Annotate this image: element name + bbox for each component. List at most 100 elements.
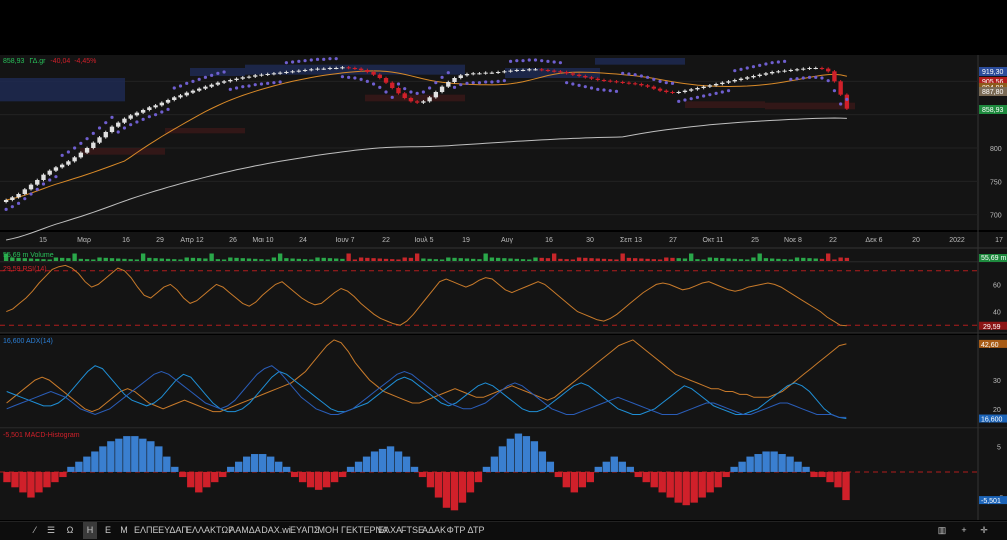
toolbar-symbol-button[interactable]: ΕΛΧΑ bbox=[378, 525, 403, 535]
toolbar-symbol-button[interactable]: Ω bbox=[66, 525, 74, 535]
macd-bar bbox=[322, 471, 331, 488]
macd-bar bbox=[490, 456, 499, 472]
time-axis-label: 19 bbox=[462, 237, 470, 244]
macd-bar bbox=[298, 471, 307, 483]
macd-bar bbox=[746, 456, 754, 472]
volume-bar bbox=[632, 258, 638, 261]
macd-bar bbox=[682, 471, 690, 506]
toolbar-symbol-button[interactable]: ΛΑΜΔΑ bbox=[229, 525, 261, 535]
psar-dot bbox=[770, 61, 774, 65]
toolbar-symbol-button[interactable]: Μ bbox=[120, 525, 128, 535]
bottom-toolbar: ⁄ ☰ Ω Η Ε Μ ΕΛΠΕ ΕΥΔΑΠ ΕΛΛΑΚΤΩΡ ΛΑΜΔΑ DAX.wi ΕΥΑΠΣ Μ… bbox=[0, 521, 1007, 540]
psar-dot bbox=[160, 110, 164, 114]
macd-bar bbox=[802, 466, 810, 472]
volume-badge bbox=[979, 254, 1007, 262]
volume-bar bbox=[172, 259, 177, 261]
volume-bar bbox=[371, 258, 376, 261]
toolbar-symbol-button[interactable]: Ε bbox=[104, 525, 111, 535]
toolbar-symbol-button[interactable]: ΔΤΡ bbox=[467, 525, 485, 535]
psar-dot bbox=[832, 89, 837, 93]
toolbar-symbol-button[interactable]: ΜΟΗ bbox=[317, 525, 339, 535]
candle bbox=[47, 170, 52, 175]
toolbar-symbol-button[interactable]: DAX.wi bbox=[261, 525, 291, 535]
toolbar-symbol-button[interactable]: ΓΕΚΤΕΡΝΑ bbox=[341, 525, 388, 535]
candle bbox=[832, 71, 837, 82]
macd-bar bbox=[818, 471, 826, 478]
macd-bar bbox=[43, 471, 51, 488]
candle bbox=[66, 161, 71, 165]
candle bbox=[97, 137, 102, 143]
macd-bar bbox=[83, 456, 91, 472]
volume-bar bbox=[558, 258, 563, 261]
candle bbox=[352, 68, 358, 69]
candle bbox=[520, 70, 526, 71]
macd-bar bbox=[610, 456, 618, 472]
time-axis-label: 17 bbox=[995, 237, 1003, 244]
price-badge-label: 887,80 bbox=[982, 89, 1004, 96]
psar-dot bbox=[91, 131, 95, 135]
macd-bar bbox=[794, 461, 802, 472]
macd-bar bbox=[826, 471, 834, 483]
macd-bar bbox=[602, 461, 610, 472]
volume-bar bbox=[140, 253, 146, 261]
volume-bar bbox=[844, 257, 850, 261]
macd-bar bbox=[754, 454, 762, 472]
psar-dot bbox=[795, 77, 799, 81]
macd-tick-label: 5 bbox=[997, 444, 1001, 451]
volume-bar bbox=[514, 258, 519, 261]
psar-dot bbox=[471, 81, 475, 85]
candle bbox=[246, 76, 252, 78]
toolbar-symbol-button[interactable]: ΦΤΡ bbox=[446, 525, 466, 535]
toolbar-symbol-button[interactable]: ΕΥΑΠΣ bbox=[290, 525, 320, 535]
price-zone bbox=[685, 101, 765, 108]
psar-dot bbox=[60, 153, 64, 157]
candle bbox=[358, 68, 364, 70]
bar-chart-icon[interactable]: ▥ bbox=[937, 525, 947, 535]
psar-dot bbox=[415, 91, 419, 95]
psar-dot bbox=[290, 60, 295, 64]
toolbar-symbol-button[interactable]: FTSE bbox=[401, 525, 425, 535]
volume-bar bbox=[670, 257, 675, 261]
psar-dot bbox=[303, 59, 307, 63]
psar-dot bbox=[234, 86, 239, 90]
candle bbox=[464, 74, 470, 76]
candle bbox=[91, 142, 96, 148]
volume-bar bbox=[495, 257, 501, 261]
time-axis-label: Μαρ bbox=[77, 237, 91, 244]
volume-bar bbox=[41, 259, 46, 261]
candle bbox=[327, 68, 333, 69]
volume-bar bbox=[97, 257, 102, 261]
psar-dot bbox=[322, 57, 326, 61]
psar-dot bbox=[446, 71, 450, 75]
candle bbox=[296, 70, 302, 72]
volume-bar bbox=[78, 258, 84, 261]
menu-icon[interactable]: ☰ bbox=[46, 525, 56, 535]
pencil-icon[interactable]: ⁄ bbox=[34, 525, 36, 535]
candle bbox=[190, 90, 196, 93]
toolbar-symbol-button[interactable]: ΕΥΔΑΠ bbox=[158, 525, 188, 535]
volume-bar bbox=[327, 258, 333, 261]
macd-bar bbox=[251, 454, 259, 472]
toolbar-symbol-button[interactable]: ΕΛΛΑΚΤΩΡ bbox=[186, 525, 235, 535]
volume-bar bbox=[103, 257, 108, 261]
plus-icon[interactable]: + bbox=[961, 525, 967, 535]
macd-bar bbox=[274, 461, 283, 472]
panel-bg bbox=[0, 263, 1007, 333]
toolbar-symbol-button[interactable]: Η bbox=[83, 522, 97, 539]
candle bbox=[477, 73, 482, 75]
toolbar-symbol-button[interactable]: ΑΔΑΚ bbox=[422, 525, 447, 535]
macd-bar bbox=[107, 441, 115, 472]
candle bbox=[807, 68, 812, 69]
macd-bar bbox=[642, 471, 650, 483]
macd-bar bbox=[211, 471, 219, 483]
macd-bar bbox=[690, 471, 698, 503]
chart-canvas[interactable]: 800750700919,30905,56894,98887,80858,931… bbox=[0, 0, 1007, 521]
psar-dot bbox=[689, 97, 693, 101]
toolbar-symbol-button[interactable]: ΕΛΠΕ bbox=[134, 525, 159, 535]
adx-series-line bbox=[6, 339, 847, 413]
macd-bar bbox=[338, 471, 347, 478]
candle bbox=[221, 81, 227, 83]
volume-bar bbox=[732, 258, 737, 261]
crosshair-icon[interactable]: ✛ bbox=[980, 525, 988, 535]
